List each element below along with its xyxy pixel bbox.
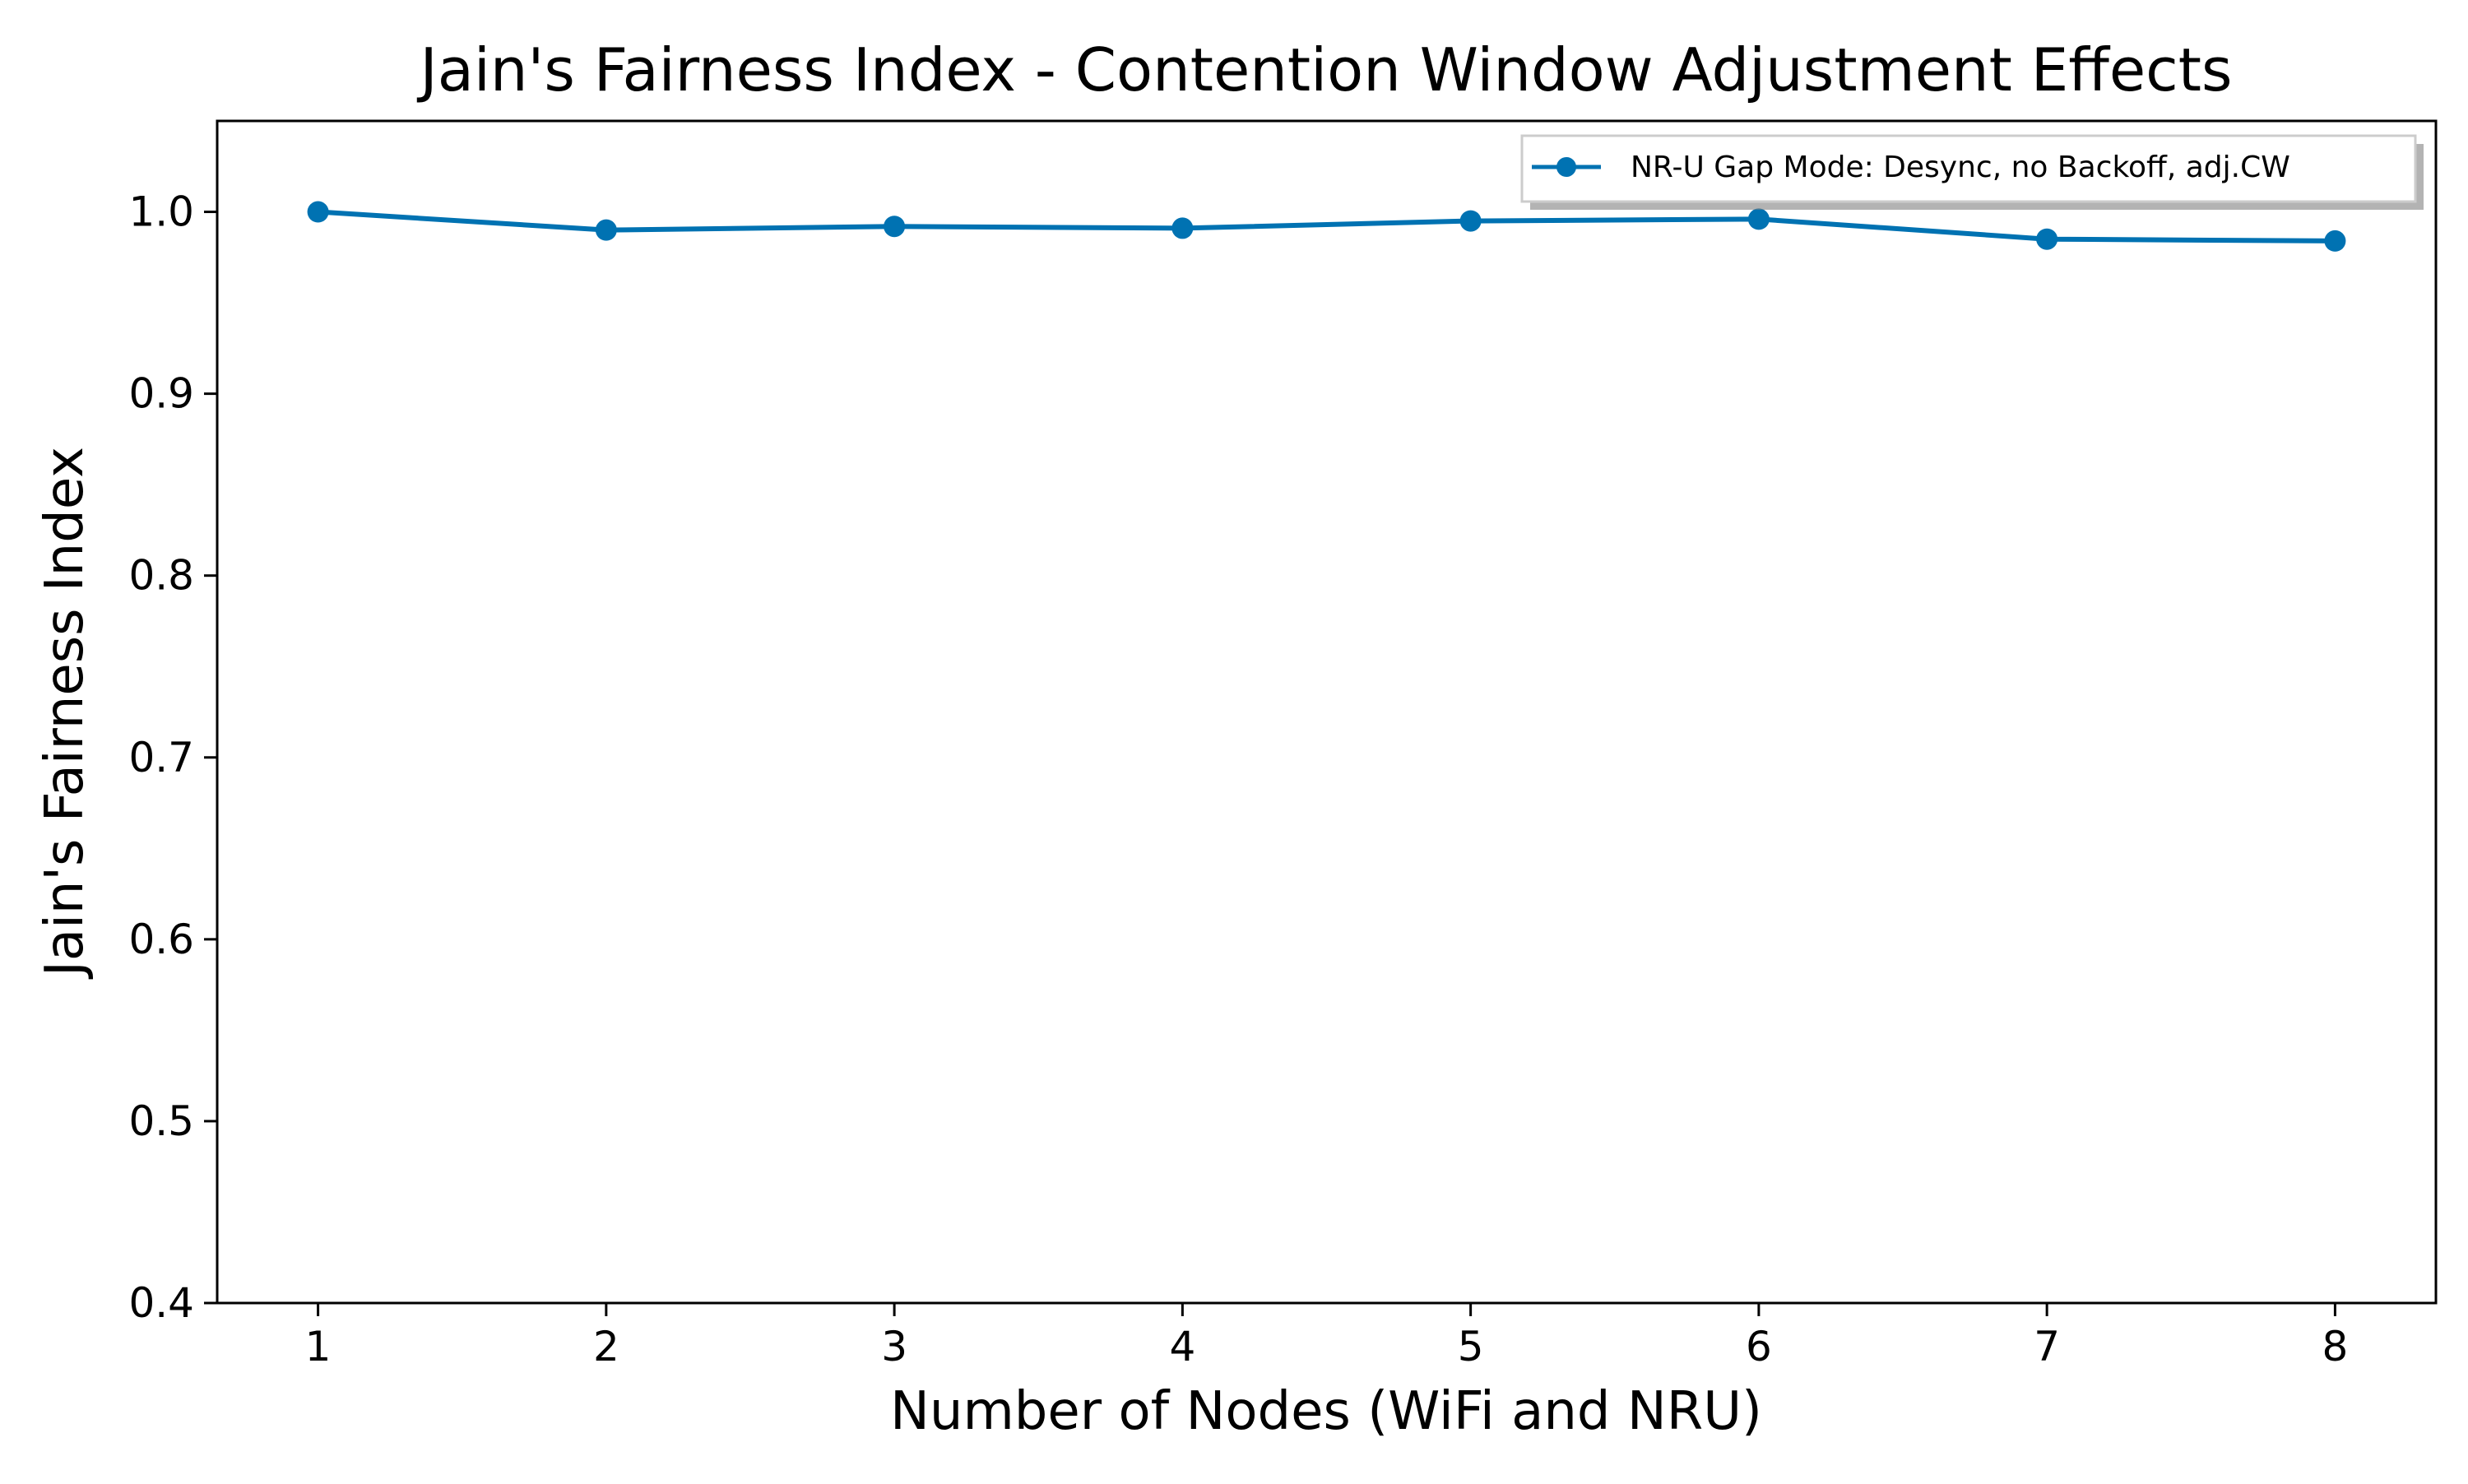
x-tick-label: 8	[2322, 1323, 2349, 1370]
data-point	[307, 201, 329, 223]
legend-box	[1520, 134, 2417, 203]
legend-label: NR-U Gap Mode: Desync, no Backoff, adj.C…	[1631, 151, 2290, 184]
legend: NR-U Gap Mode: Desync, no Backoff, adj.C…	[1520, 134, 2424, 210]
data-point	[2324, 230, 2346, 252]
series-layer	[307, 201, 2346, 252]
x-tick-label: 4	[1169, 1323, 1195, 1370]
data-point	[2036, 228, 2058, 250]
plot-area-frame	[216, 119, 2438, 1305]
y-tick-label: 0.7	[128, 734, 194, 781]
y-axis-ticks: 0.4 0.5 0.6 0.7 0.8 0.9 1.0	[128, 188, 217, 1327]
x-tick-label: 2	[593, 1323, 619, 1370]
y-tick-label: 1.0	[128, 188, 194, 236]
x-tick-label: 3	[881, 1323, 907, 1370]
data-point	[1171, 217, 1194, 239]
series-line	[315, 209, 2338, 243]
y-tick-label: 0.4	[128, 1279, 194, 1327]
y-tick-label: 0.5	[128, 1097, 194, 1145]
x-tick-label: 7	[2034, 1323, 2060, 1370]
x-tick-label: 5	[1458, 1323, 1484, 1370]
data-point	[884, 216, 906, 238]
legend-marker-swatch	[1556, 157, 1576, 177]
chart-title: Jain's Fairness Index - Contention Windo…	[417, 35, 2233, 104]
x-axis-ticks: 1 2 3 4 5 6 7 8	[305, 1303, 2349, 1370]
y-tick-label: 0.8	[128, 552, 194, 600]
x-axis-label: Number of Nodes (WiFi and NRU)	[890, 1381, 1762, 1442]
data-point	[1459, 210, 1482, 232]
y-tick-label: 0.9	[128, 370, 194, 418]
x-tick-label: 1	[305, 1323, 332, 1370]
data-point	[595, 219, 617, 241]
y-tick-label: 0.6	[128, 916, 194, 963]
data-point	[1747, 208, 1770, 230]
x-tick-label: 6	[1746, 1323, 1772, 1370]
y-axis-label: Jain's Fairness Index	[35, 447, 95, 980]
